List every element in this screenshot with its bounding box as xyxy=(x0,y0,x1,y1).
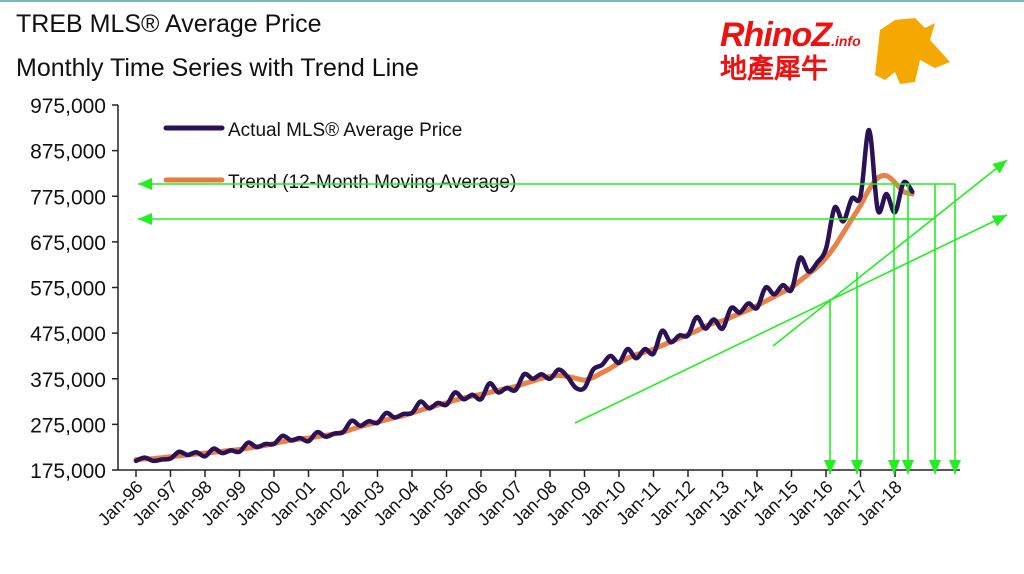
legend-label-actual: Actual MLS® Average Price xyxy=(228,120,462,141)
arrowhead-icon xyxy=(992,160,1007,173)
arrowhead-icon xyxy=(888,460,900,474)
y-tick-label: 275,000 xyxy=(30,414,106,437)
legend-label-trend: Trend (12-Month Moving Average) xyxy=(228,172,516,193)
y-tick-label: 675,000 xyxy=(30,232,106,255)
y-tick-label: 775,000 xyxy=(30,186,106,209)
arrowhead-icon xyxy=(929,460,941,474)
legend: Actual MLS® Average Price Trend (12-Mont… xyxy=(166,120,516,193)
arrowhead-icon xyxy=(949,460,961,474)
y-tick-label: 175,000 xyxy=(30,460,106,483)
annotation-arrow-diagonal xyxy=(575,215,1007,423)
arrowhead-icon xyxy=(902,460,914,474)
y-tick-label: 975,000 xyxy=(30,95,106,118)
logo-suffix: .info xyxy=(831,33,861,49)
rhino-mascot-logo xyxy=(875,18,950,84)
y-tick-label: 875,000 xyxy=(30,141,106,164)
y-tick-label: 475,000 xyxy=(30,323,106,346)
rhinoz-logo: RhinoZ.info 地產犀牛 xyxy=(720,16,861,86)
y-tick-label: 575,000 xyxy=(30,278,106,301)
arrowhead-icon xyxy=(138,213,152,225)
y-tick-label: 375,000 xyxy=(30,369,106,392)
annotation-arrow-diagonal xyxy=(773,160,1007,346)
arrowhead-icon xyxy=(138,178,152,190)
